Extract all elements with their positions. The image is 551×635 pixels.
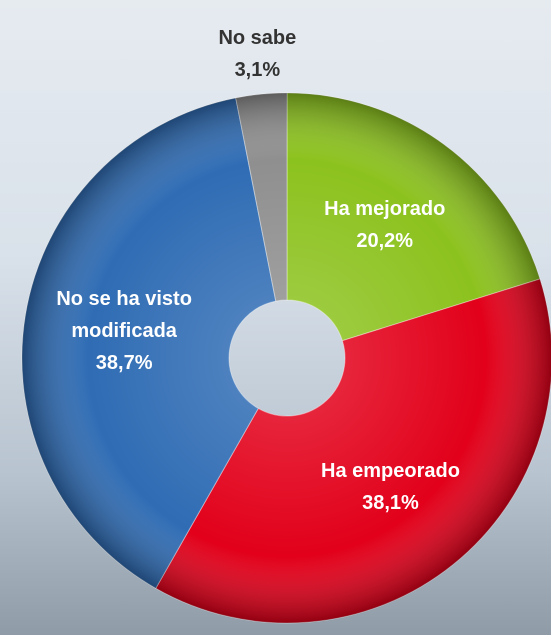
category-label: Ha mejorado <box>324 198 446 221</box>
slice-label: Ha mejorado 20,2% <box>295 193 475 257</box>
value-label: 38,1% <box>362 491 419 514</box>
value-label: 3,1% <box>234 59 281 82</box>
value-label: 38,7% <box>95 352 153 375</box>
value-label: 20,2% <box>356 230 414 253</box>
category-label: No se ha visto modificada <box>56 288 192 343</box>
slice-label: Ha empeorado 38,1% <box>300 455 480 519</box>
slice-label: No se ha visto modificada 38,7% <box>34 283 214 379</box>
category-label: Ha empeorado <box>321 459 460 482</box>
slice-label: No sabe 3,1% <box>197 22 317 86</box>
category-label: No sabe <box>218 27 297 50</box>
